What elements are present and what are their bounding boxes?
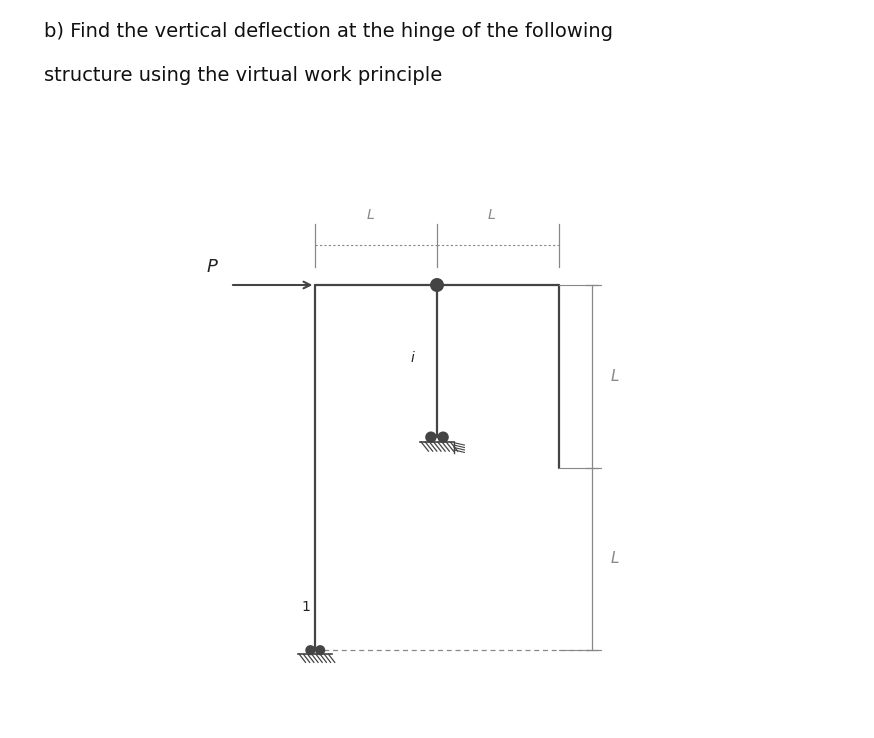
- Circle shape: [306, 646, 315, 655]
- Text: L: L: [610, 551, 619, 566]
- Circle shape: [316, 646, 324, 655]
- Circle shape: [438, 432, 448, 442]
- Circle shape: [426, 432, 436, 442]
- Text: b) Find the vertical deflection at the hinge of the following: b) Find the vertical deflection at the h…: [44, 22, 613, 41]
- Circle shape: [431, 279, 443, 291]
- Text: L: L: [488, 208, 496, 222]
- Text: 1: 1: [302, 600, 310, 614]
- Text: structure using the virtual work principle: structure using the virtual work princip…: [44, 66, 442, 86]
- Text: i: i: [411, 351, 414, 365]
- Text: L: L: [610, 369, 619, 384]
- Text: P: P: [206, 258, 218, 276]
- Text: L: L: [366, 208, 374, 222]
